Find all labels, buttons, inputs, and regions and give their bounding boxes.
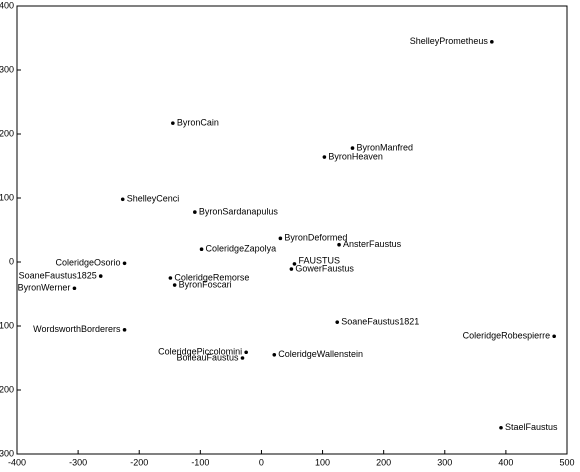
point xyxy=(335,320,340,324)
point xyxy=(244,350,248,355)
point-label: ByronWerner xyxy=(18,283,71,293)
y-tick-label: 100 xyxy=(0,192,14,202)
point-label: ColeridgeWallenstein xyxy=(278,349,363,359)
point-label: FAUSTUS xyxy=(298,255,340,265)
point-label: ByronSardanapulus xyxy=(199,206,279,216)
point xyxy=(292,262,297,266)
x-tick-label: -200 xyxy=(130,457,148,467)
plot-frame xyxy=(16,5,568,455)
point-label: ColeridgeRobespierre xyxy=(463,331,551,341)
y-tick-label: -300 xyxy=(0,448,14,458)
x-tick-label: -300 xyxy=(69,457,87,467)
point xyxy=(490,40,494,44)
x-tick-label: -400 xyxy=(8,457,26,467)
x-tick-label: 500 xyxy=(559,457,574,467)
point xyxy=(499,425,503,430)
point xyxy=(120,197,125,202)
x-tick-label: 200 xyxy=(376,457,391,467)
point-label: ShelleyPrometheus xyxy=(410,36,489,46)
point xyxy=(240,356,245,360)
point-label: SoaneFaustus1821 xyxy=(341,317,419,327)
point-label: ColeridgeRemorse xyxy=(174,272,249,282)
x-tick-label: 100 xyxy=(315,457,330,467)
point-label: WordsworthBorderers xyxy=(33,324,121,334)
point-label: BoileauFaustus xyxy=(176,352,239,362)
y-tick-label: 0 xyxy=(9,256,14,266)
point-label: StaelFaustus xyxy=(505,422,558,432)
y-tick-label: 200 xyxy=(0,128,14,138)
x-tick-label: -100 xyxy=(191,457,209,467)
x-tick-label: 400 xyxy=(498,457,513,467)
point xyxy=(168,276,173,280)
x-tick-label: 0 xyxy=(259,457,264,467)
point xyxy=(272,353,277,357)
point xyxy=(72,286,77,291)
point-label: ByronManfred xyxy=(357,142,414,152)
point-label: SoaneFaustus1825 xyxy=(19,270,97,280)
point-label: ByronCain xyxy=(177,117,219,127)
point xyxy=(278,236,283,241)
point xyxy=(552,334,556,339)
point-label: ByronFoscari xyxy=(179,279,232,289)
point-label: ColeridgeOsorio xyxy=(56,258,121,268)
x-tick-label: 300 xyxy=(437,457,452,467)
y-tick-label: -200 xyxy=(0,384,14,394)
point-label: ByronHeaven xyxy=(328,151,383,161)
point-label: ShelleyCenci xyxy=(127,194,180,204)
point xyxy=(122,328,127,332)
point xyxy=(172,283,177,287)
point xyxy=(337,242,341,247)
y-tick-label: -100 xyxy=(0,320,14,330)
point xyxy=(199,247,204,251)
point-label: ByronDeformed xyxy=(284,233,347,243)
point-label: GowerFaustus xyxy=(295,263,354,273)
point xyxy=(350,146,355,150)
point xyxy=(322,155,327,159)
point-label: ColeridgePiccolomini xyxy=(158,347,242,357)
point xyxy=(122,261,127,266)
point xyxy=(98,274,103,278)
point xyxy=(171,121,175,125)
point-label: ColeridgeZapolya xyxy=(206,244,277,254)
y-tick-label: 300 xyxy=(0,64,14,74)
point xyxy=(193,210,197,214)
point xyxy=(289,267,294,271)
point-label: AnsterFaustus xyxy=(343,239,402,249)
y-tick-label: 400 xyxy=(0,0,14,10)
